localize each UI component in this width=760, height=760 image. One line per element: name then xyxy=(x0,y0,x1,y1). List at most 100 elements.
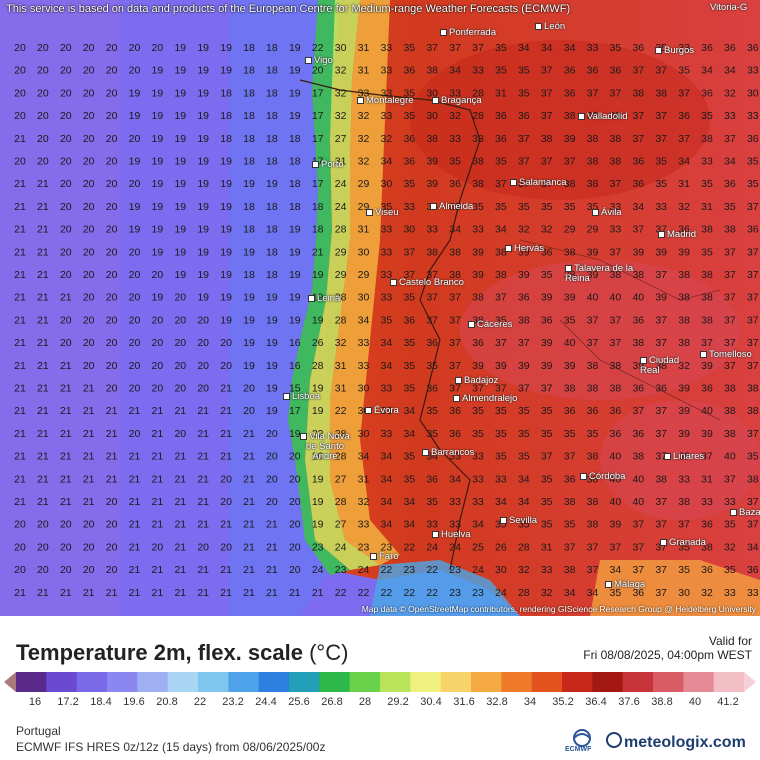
city-label: Vitoria-G xyxy=(710,2,748,13)
grid-temperature-value: 38 xyxy=(632,87,644,99)
brand-icon xyxy=(606,732,622,748)
grid-temperature-value: 20 xyxy=(266,451,278,463)
grid-temperature-value: 19 xyxy=(174,201,186,213)
grid-temperature-value: 36 xyxy=(564,405,576,417)
city-label: Bragança xyxy=(432,96,482,106)
grid-temperature-value: 31 xyxy=(335,156,347,168)
grid-temperature-value: 37 xyxy=(701,337,713,349)
grid-temperature-value: 18 xyxy=(266,269,278,281)
grid-temperature-value: 16 xyxy=(289,360,301,372)
grid-temperature-value: 35 xyxy=(610,587,622,599)
grid-temperature-value: 32 xyxy=(381,133,393,145)
grid-temperature-value: 38 xyxy=(678,496,690,508)
city-label: Valladolid xyxy=(578,112,628,122)
grid-temperature-value: 33 xyxy=(449,451,461,463)
grid-temperature-value: 20 xyxy=(83,246,95,258)
grid-temperature-value: 19 xyxy=(220,224,232,236)
grid-temperature-value: 37 xyxy=(495,337,507,349)
grid-temperature-value: 21 xyxy=(83,383,95,395)
grid-temperature-value: 37 xyxy=(610,541,622,553)
grid-temperature-value: 18 xyxy=(289,201,301,213)
grid-temperature-value: 29 xyxy=(335,269,347,281)
grid-temperature-value: 35 xyxy=(403,451,415,463)
grid-temperature-value: 20 xyxy=(83,201,95,213)
grid-temperature-value: 37 xyxy=(518,337,530,349)
scale-tick-label: 32.8 xyxy=(486,696,508,708)
grid-temperature-value: 35 xyxy=(564,201,576,213)
grid-temperature-value: 20 xyxy=(152,383,164,395)
scale-swatch xyxy=(349,672,381,692)
grid-temperature-value: 20 xyxy=(220,337,232,349)
grid-temperature-value: 35 xyxy=(403,292,415,304)
grid-temperature-value: 33 xyxy=(381,405,393,417)
grid-temperature-value: 21 xyxy=(197,519,209,531)
grid-temperature-value: 34 xyxy=(381,473,393,485)
forecast-map[interactable]: 20 20 20 20 20 20 20 19 19 19 18 18 19 22 30 31 33 35 37 37… xyxy=(0,0,760,616)
grid-temperature-value: 37 xyxy=(541,178,553,190)
grid-temperature-value: 38 xyxy=(610,383,622,395)
grid-temperature-value: 37 xyxy=(724,269,736,281)
grid-temperature-value: 20 xyxy=(83,87,95,99)
grid-temperature-value: 19 xyxy=(220,65,232,77)
grid-temperature-value: 32 xyxy=(335,87,347,99)
grid-temperature-value: 31 xyxy=(701,473,713,485)
grid-temperature-value: 39 xyxy=(587,246,599,258)
grid-temperature-value: 22 xyxy=(403,541,415,553)
grid-temperature-value: 36 xyxy=(564,473,576,485)
scale-tick-label: 35.2 xyxy=(552,696,574,708)
grid-temperature-value: 19 xyxy=(289,65,301,77)
grid-temperature-value: 33 xyxy=(381,42,393,54)
grid-temperature-value: 33 xyxy=(358,87,370,99)
grid-temperature-value: 35 xyxy=(381,314,393,326)
grid-temperature-value: 33 xyxy=(747,65,759,77)
grid-temperature-value: 33 xyxy=(472,451,484,463)
grid-temperature-value: 38 xyxy=(610,269,622,281)
city-label: Ciudad Real xyxy=(640,355,680,376)
grid-temperature-value: 24 xyxy=(495,587,507,599)
grid-temperature-value: 21 xyxy=(129,587,141,599)
grid-temperature-value: 35 xyxy=(541,496,553,508)
grid-temperature-value: 21 xyxy=(197,564,209,576)
grid-temperature-value: 40 xyxy=(701,405,713,417)
grid-temperature-value: 21 xyxy=(174,473,186,485)
grid-temperature-value: 39 xyxy=(426,178,438,190)
grid-temperature-value: 29 xyxy=(564,224,576,236)
grid-temperature-value: 20 xyxy=(106,496,118,508)
grid-temperature-value: 37 xyxy=(655,224,667,236)
grid-temperature-value: 19 xyxy=(220,292,232,304)
grid-temperature-value: 20 xyxy=(174,383,186,395)
brand-logo[interactable]: meteologix.com xyxy=(606,732,746,752)
grid-temperature-value: 37 xyxy=(587,337,599,349)
scale-min-arrow xyxy=(4,672,16,692)
grid-temperature-value: 38 xyxy=(655,87,667,99)
grid-temperature-value: 20 xyxy=(152,337,164,349)
grid-temperature-value: 30 xyxy=(495,564,507,576)
grid-temperature-value: 20 xyxy=(106,133,118,145)
grid-temperature-value: 20 xyxy=(14,541,26,553)
grid-temperature-value: 39 xyxy=(678,428,690,440)
grid-temperature-value: 28 xyxy=(472,87,484,99)
scale-tick-label: 16 xyxy=(28,696,42,708)
grid-temperature-value: 37 xyxy=(518,133,530,145)
grid-temperature-value: 37 xyxy=(541,110,553,122)
grid-temperature-value: 20 xyxy=(60,42,72,54)
grid-temperature-value: 35 xyxy=(541,405,553,417)
grid-temperature-value: 21 xyxy=(174,405,186,417)
scale-tick-label: 24.4 xyxy=(255,696,277,708)
grid-temperature-value: 37 xyxy=(724,473,736,485)
grid-temperature-value: 23 xyxy=(403,564,415,576)
grid-temperature-value: 21 xyxy=(14,246,26,258)
grid-temperature-value: 19 xyxy=(174,42,186,54)
grid-temperature-value: 20 xyxy=(60,314,72,326)
grid-temperature-value: 37 xyxy=(632,133,644,145)
grid-temperature-value: 37 xyxy=(655,587,667,599)
grid-temperature-value: 19 xyxy=(174,224,186,236)
grid-temperature-value: 35 xyxy=(426,360,438,372)
model-info: ECMWF IFS HRES 0z/12z (15 days) from 08/… xyxy=(16,740,326,754)
grid-temperature-value: 33 xyxy=(747,110,759,122)
grid-temperature-value: 20 xyxy=(220,541,232,553)
grid-temperature-value: 21 xyxy=(14,451,26,463)
grid-temperature-value: 21 xyxy=(14,473,26,485)
grid-temperature-value: 38 xyxy=(587,451,599,463)
grid-temperature-value: 31 xyxy=(701,201,713,213)
